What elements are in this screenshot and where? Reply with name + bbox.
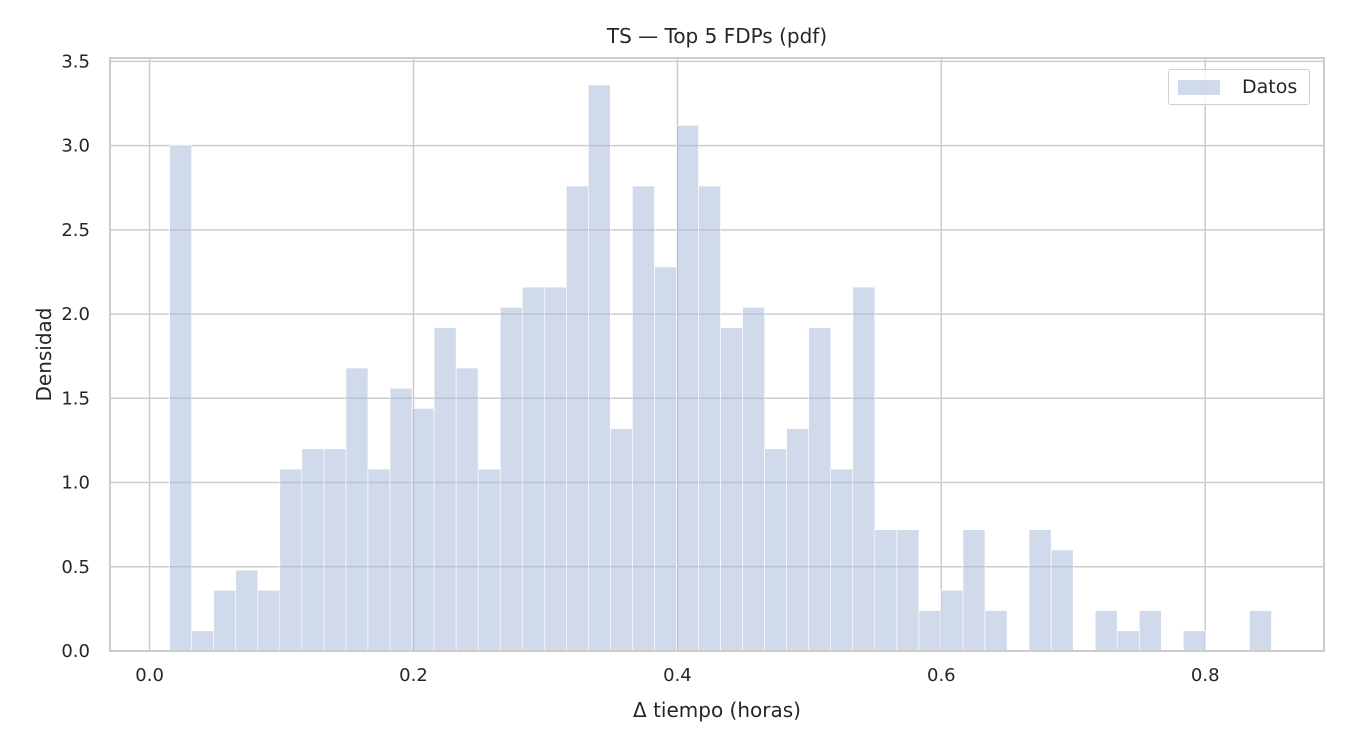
histogram-bar [191,630,215,652]
y-tick-label: 2.5 [61,220,90,241]
histogram-bar [874,529,898,652]
y-tick-label: 3.5 [61,51,90,72]
legend-label: Datos [1242,76,1298,98]
histogram-bar [455,367,479,652]
histogram-bar [896,529,920,652]
x-tick-label: 0.8 [1191,665,1220,686]
histogram-bar [742,307,765,652]
histogram-bar [257,590,281,652]
histogram-bar [301,448,325,652]
x-tick-label: 0.0 [135,665,164,686]
x-tick-label: 0.4 [663,665,692,686]
y-tick-label: 3.0 [61,136,90,157]
histogram-bar [654,266,677,652]
histogram-bar [918,610,942,652]
histogram-bar [213,590,237,652]
axis-ticks: 0.0 0.2 0.4 0.6 0.8 0.0 0.5 1.0 1.5 2.0 2.5 3.0 3.5 [61,51,1219,686]
histogram-bar [786,428,810,652]
histogram-bar [1028,529,1052,652]
x-tick-label: 0.6 [927,665,956,686]
histogram-bar [1050,549,1074,652]
histogram-bar [610,428,633,652]
x-tick-label: 0.2 [399,665,428,686]
histogram-bar [389,387,413,652]
histogram-bar [698,185,721,652]
histogram-bar [1183,630,1206,652]
histogram-bar [940,590,964,652]
histogram-bar [345,367,369,652]
legend-swatch [1178,79,1220,95]
histogram-bar [499,307,523,652]
x-axis-label: Δ tiempo (horas) [633,698,801,722]
histogram-bar [720,327,743,652]
histogram-bar [830,468,854,652]
histogram-bar [367,468,391,652]
histogram-bar [808,327,832,652]
y-tick-label: 2.0 [61,304,90,325]
histogram-bar [962,529,986,652]
histogram-bar [521,286,545,652]
legend: Datos [1168,69,1310,105]
histogram-bar [588,84,611,652]
histogram-bar [1249,610,1272,652]
histogram-bars [169,84,1272,652]
y-axis-label: Densidad [32,307,56,401]
histogram-bar [764,448,787,652]
histogram-bar [169,145,192,652]
histogram-bar [1138,610,1162,652]
histogram-bar [235,569,259,652]
histogram-bar [1094,610,1118,652]
histogram-bar [1116,630,1140,652]
histogram-bar [323,448,347,652]
y-tick-label: 1.0 [61,473,90,494]
histogram-bar [433,327,457,652]
y-tick-label: 0.5 [61,557,90,578]
plot-frame [109,57,1325,652]
histogram-bar [477,468,501,652]
chart-title: TS — Top 5 FDPs (pdf) [606,24,828,48]
histogram-bar [566,185,589,652]
histogram-bar [279,468,303,652]
histogram-bar [543,286,567,652]
histogram-bar [984,610,1008,652]
y-tick-label: 0.0 [61,641,90,662]
histogram-bar [676,125,699,652]
y-tick-label: 1.5 [61,388,90,409]
histogram-bar [852,286,876,652]
histogram-bar [411,408,435,652]
histogram-bar [632,185,655,652]
